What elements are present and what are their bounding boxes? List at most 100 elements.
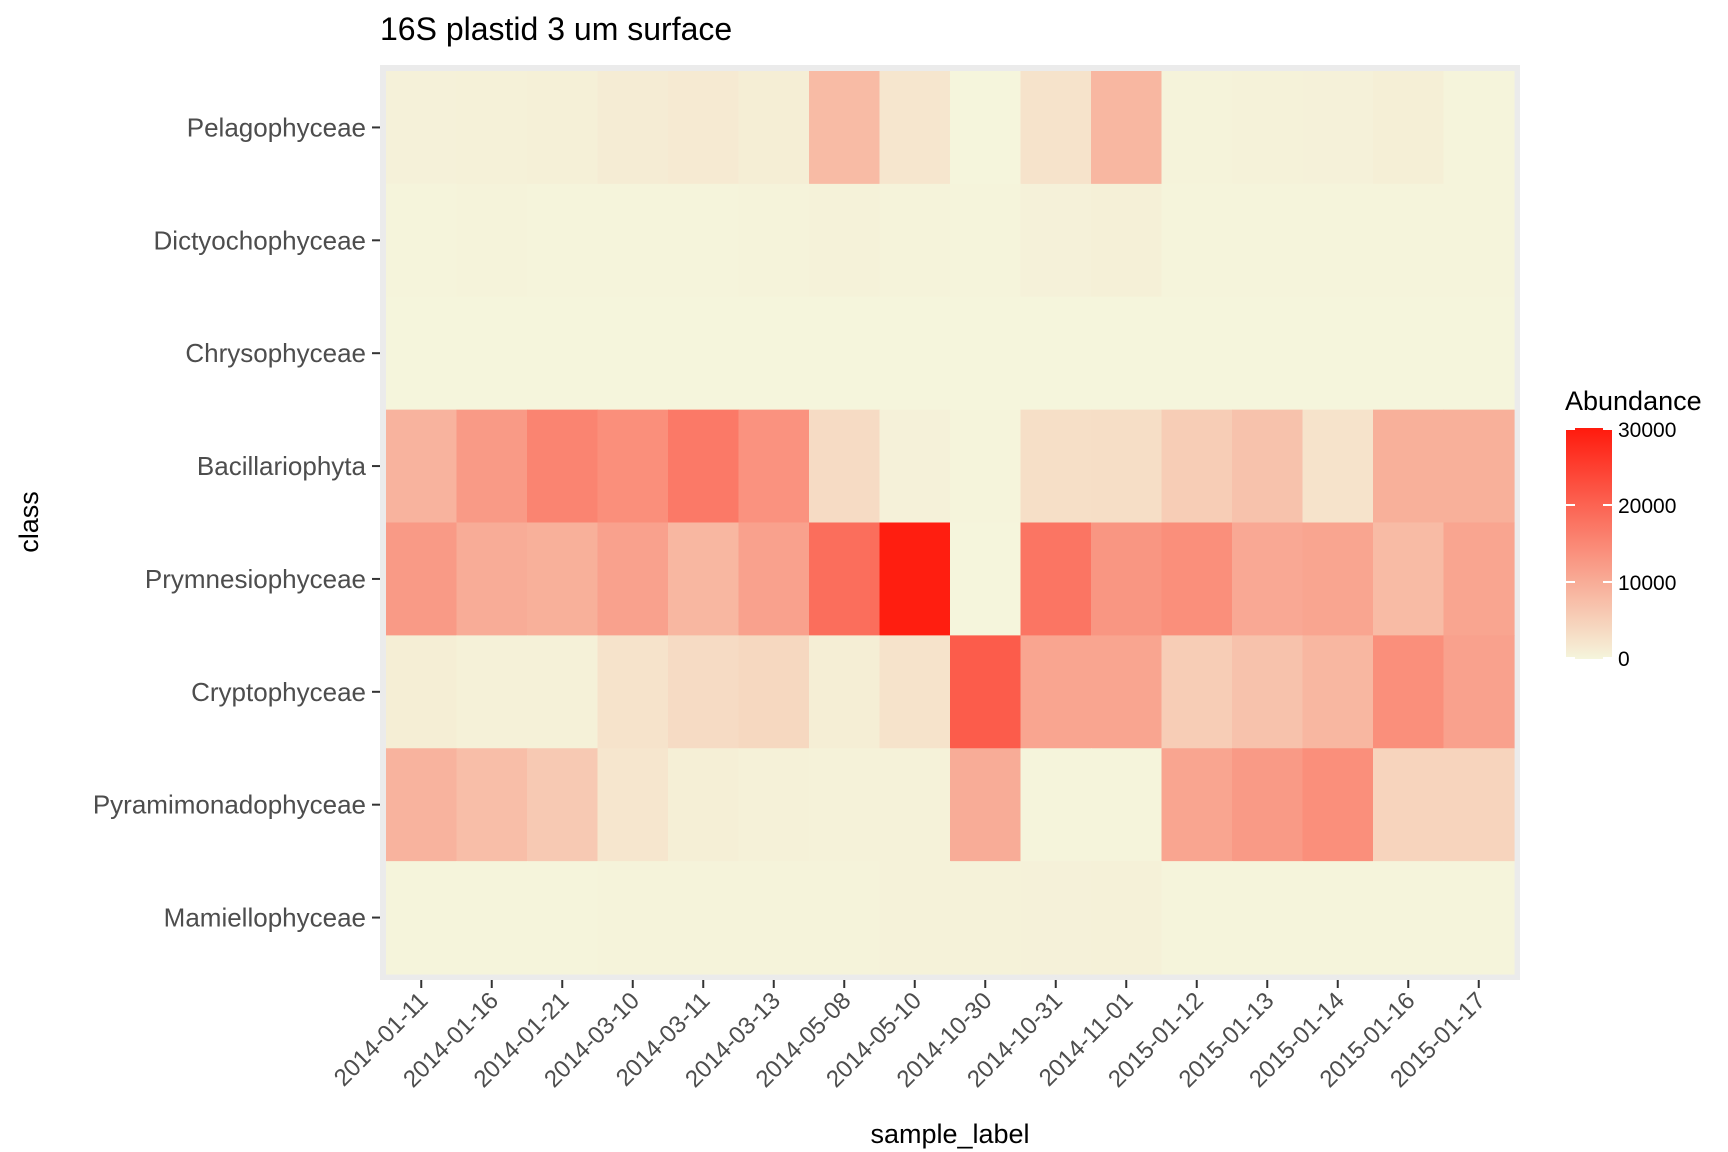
heatmap-cell bbox=[809, 748, 881, 862]
heatmap-cell bbox=[879, 748, 951, 862]
y-tick-label: Pelagophyceae bbox=[187, 112, 366, 142]
heatmap-cell bbox=[1161, 748, 1233, 862]
heatmap-cell bbox=[1443, 522, 1515, 636]
heatmap-cell bbox=[809, 522, 881, 636]
y-axis-title: class bbox=[14, 491, 44, 553]
heatmap-cell bbox=[1161, 409, 1233, 524]
heatmap-cell bbox=[527, 409, 599, 524]
heatmap-cell bbox=[1373, 861, 1445, 975]
heatmap-cell bbox=[950, 296, 1022, 411]
heatmap-cell bbox=[950, 71, 1022, 185]
heatmap-cell bbox=[1091, 296, 1163, 411]
heatmap-cell bbox=[809, 71, 881, 185]
x-axis-title: sample_label bbox=[870, 1119, 1029, 1149]
heatmap-cell bbox=[1020, 748, 1092, 862]
heatmap-cell bbox=[668, 635, 740, 749]
heatmap-cell bbox=[1232, 522, 1304, 636]
heatmap-cell bbox=[738, 522, 810, 636]
heatmap-cell bbox=[879, 409, 951, 524]
heatmap-cell bbox=[738, 183, 810, 298]
heatmap-cell bbox=[456, 861, 528, 975]
legend-ticks: 0 10000 20000 30000 bbox=[1566, 419, 1676, 671]
heatmap-cell bbox=[738, 748, 810, 862]
heatmap-cell bbox=[879, 71, 951, 185]
heatmap-cell bbox=[738, 861, 810, 975]
heatmap-cell bbox=[1091, 635, 1163, 749]
heatmap-cell bbox=[1302, 522, 1374, 636]
heatmap-cell bbox=[1373, 522, 1445, 636]
heatmap-cell bbox=[527, 748, 599, 862]
heatmap-cell bbox=[1161, 522, 1233, 636]
heatmap-cell bbox=[809, 296, 881, 411]
heatmap-cell bbox=[386, 296, 458, 411]
heatmap-cell bbox=[1302, 635, 1374, 749]
chart-title: 16S plastid 3 um surface bbox=[380, 11, 732, 47]
y-tick-label: Pyramimonadophyceae bbox=[93, 790, 366, 820]
heatmap-cell bbox=[668, 748, 740, 862]
heatmap-cell bbox=[738, 296, 810, 411]
heatmap-cell bbox=[1373, 635, 1445, 749]
legend-tick-label: 30000 bbox=[1618, 419, 1676, 442]
heatmap-cell bbox=[950, 635, 1022, 749]
heatmap-cell bbox=[1020, 296, 1092, 411]
heatmap-cell bbox=[386, 861, 458, 975]
y-axis: Pelagophyceae Dictyochophyceae Chrysophyce… bbox=[93, 112, 380, 933]
heatmap-cell bbox=[597, 296, 669, 411]
heatmap-cell bbox=[456, 409, 528, 524]
legend-colorbar bbox=[1566, 428, 1612, 659]
heatmap-cell bbox=[597, 522, 669, 636]
heatmap-cell bbox=[668, 409, 740, 524]
heatmap-cell bbox=[1443, 861, 1515, 975]
heatmap-cell bbox=[950, 748, 1022, 862]
heatmap-cell bbox=[597, 635, 669, 749]
heatmap-cell bbox=[456, 71, 528, 185]
heatmap-cell bbox=[879, 296, 951, 411]
heatmap-cell bbox=[809, 635, 881, 749]
heatmap-cell bbox=[738, 635, 810, 749]
heatmap-cell bbox=[1232, 409, 1304, 524]
heatmap-cell bbox=[1302, 296, 1374, 411]
y-tick-label: Mamiellophyceae bbox=[164, 903, 366, 933]
heatmap-cell bbox=[1302, 861, 1374, 975]
heatmap-cell bbox=[1091, 409, 1163, 524]
heatmap-cell bbox=[1232, 71, 1304, 185]
heatmap-cell bbox=[1232, 748, 1304, 862]
heatmap-cell bbox=[1302, 748, 1374, 862]
y-tick-label: Bacillariophyta bbox=[197, 451, 367, 481]
heatmap-cell bbox=[1161, 296, 1233, 411]
heatmap-cell bbox=[1161, 861, 1233, 975]
legend-title: Abundance bbox=[1565, 386, 1702, 416]
heatmap-cell bbox=[1443, 748, 1515, 862]
heatmap-cell bbox=[1373, 748, 1445, 862]
heatmap-cell bbox=[1373, 409, 1445, 524]
heatmap-cells bbox=[386, 71, 1515, 975]
heatmap-cell bbox=[1302, 183, 1374, 298]
heatmap-cell bbox=[1443, 71, 1515, 185]
heatmap-cell bbox=[456, 183, 528, 298]
heatmap-cell bbox=[1091, 522, 1163, 636]
heatmap-cell bbox=[386, 409, 458, 524]
heatmap-cell bbox=[1443, 296, 1515, 411]
heatmap-cell bbox=[1091, 861, 1163, 975]
heatmap-cell bbox=[879, 861, 951, 975]
heatmap-cell bbox=[527, 861, 599, 975]
heatmap-cell bbox=[1161, 635, 1233, 749]
heatmap-cell bbox=[1302, 409, 1374, 524]
heatmap-cell bbox=[668, 522, 740, 636]
heatmap-cell bbox=[950, 183, 1022, 298]
heatmap-cell bbox=[1232, 635, 1304, 749]
heatmap-cell bbox=[386, 183, 458, 298]
heatmap-cell bbox=[527, 183, 599, 298]
heatmap-cell bbox=[950, 522, 1022, 636]
heatmap-cell bbox=[1232, 183, 1304, 298]
heatmap-cell bbox=[1091, 71, 1163, 185]
heatmap-cell bbox=[597, 748, 669, 862]
heatmap-cell bbox=[668, 183, 740, 298]
heatmap-cell bbox=[1373, 296, 1445, 411]
heatmap-cell bbox=[1020, 71, 1092, 185]
heatmap-cell bbox=[879, 522, 951, 636]
y-tick-label: Chrysophyceae bbox=[185, 338, 366, 368]
heatmap-cell bbox=[527, 522, 599, 636]
heatmap-cell bbox=[809, 409, 881, 524]
heatmap-cell bbox=[597, 183, 669, 298]
